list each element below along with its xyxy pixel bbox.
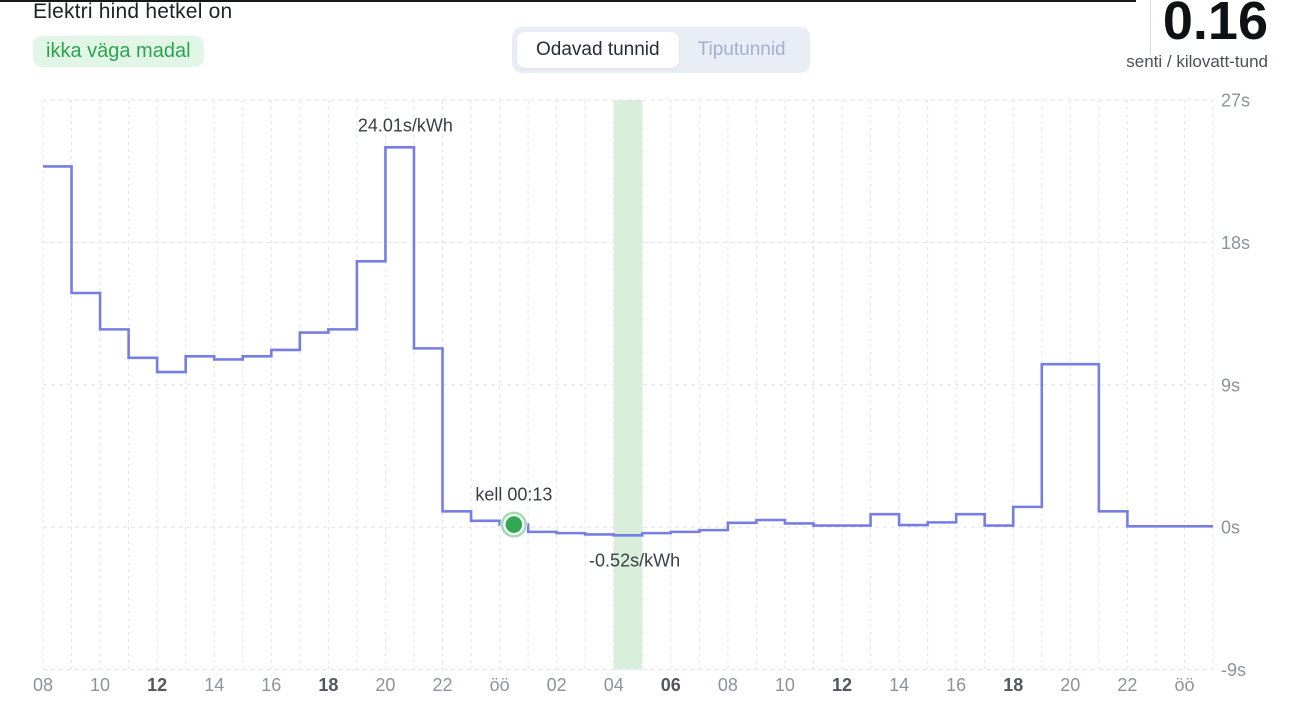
x-tick-label: 20 bbox=[1060, 675, 1080, 695]
min-price-label: -0.52s/kWh bbox=[589, 550, 680, 570]
x-tick-label: 02 bbox=[547, 675, 567, 695]
current-price-marker-ring bbox=[500, 511, 527, 538]
current-price-marker bbox=[505, 516, 523, 533]
x-tick-label: 14 bbox=[204, 675, 224, 695]
x-tick-label: 04 bbox=[604, 675, 624, 695]
x-tick-label: 06 bbox=[661, 675, 681, 695]
x-tick-label: öö bbox=[1174, 675, 1194, 695]
x-tick-label: 22 bbox=[432, 675, 452, 695]
x-tick-label: 18 bbox=[318, 675, 338, 695]
y-tick-label: 9s bbox=[1221, 375, 1240, 395]
peak-price-label: 24.01s/kWh bbox=[358, 115, 453, 135]
x-tick-label: 12 bbox=[832, 675, 852, 695]
toggle-peak-hours[interactable]: Tiputunnid bbox=[679, 32, 805, 68]
x-tick-label: 14 bbox=[889, 675, 909, 695]
top-divider-line bbox=[1150, 0, 1151, 55]
y-tick-label: 27s bbox=[1221, 91, 1250, 111]
price-line bbox=[43, 146, 1213, 537]
y-tick-label: 0s bbox=[1221, 518, 1240, 538]
x-tick-label: 12 bbox=[147, 675, 167, 695]
toggle-cheap-hours[interactable]: Odavad tunnid bbox=[517, 32, 679, 68]
x-tick-label: 10 bbox=[775, 675, 795, 695]
x-tick-label: 16 bbox=[261, 675, 281, 695]
status-badge: ikka väga madal bbox=[33, 36, 204, 67]
x-tick-label: 18 bbox=[1003, 675, 1023, 695]
x-tick-label: 16 bbox=[946, 675, 966, 695]
current-price-unit: senti / kilovatt-tund bbox=[1126, 52, 1268, 71]
period-toggle: Odavad tunnid Tiputunnid bbox=[512, 27, 810, 73]
x-tick-label: öö bbox=[490, 675, 510, 695]
x-tick-label: 08 bbox=[33, 675, 53, 695]
current-time-label: kell 00:13 bbox=[475, 485, 552, 505]
top-border-line bbox=[0, 0, 1136, 2]
x-tick-label: 22 bbox=[1117, 675, 1137, 695]
current-price-value: 0.16 bbox=[1162, 0, 1268, 51]
x-tick-label: 08 bbox=[718, 675, 738, 695]
y-tick-label: -9s bbox=[1221, 660, 1246, 680]
x-tick-label: 20 bbox=[375, 675, 395, 695]
page-title: Elektri hind hetkel on bbox=[33, 0, 233, 23]
y-tick-label: 18s bbox=[1221, 233, 1250, 253]
x-tick-label: 10 bbox=[90, 675, 110, 695]
